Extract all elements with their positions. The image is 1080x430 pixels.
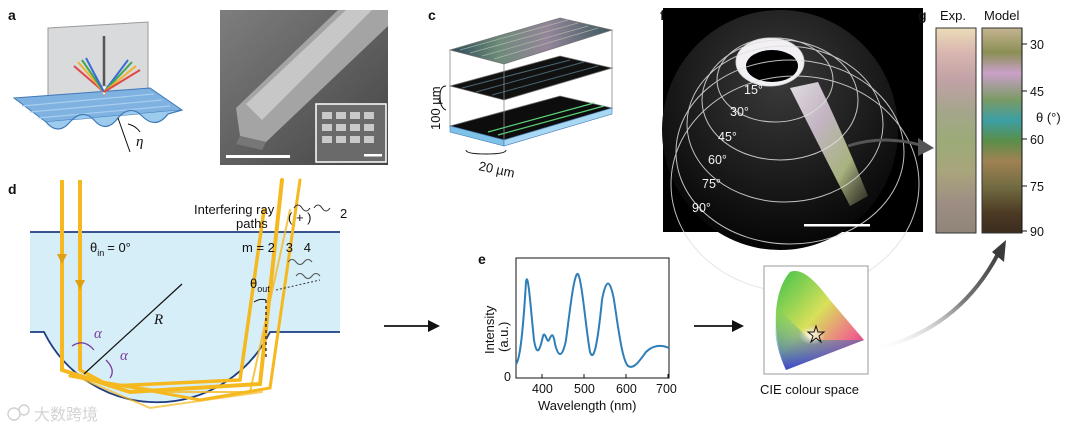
stack-layer-middle: [448, 55, 614, 101]
theta-out-label: θout: [250, 276, 270, 294]
panel-c: c 100 µm 20 µm: [428, 7, 614, 181]
g-axis-label: θ (°): [1036, 110, 1061, 125]
angle-90: 90°: [692, 201, 711, 215]
interfering-formula: ( + ): [288, 210, 311, 225]
angle-45: 45°: [718, 130, 737, 144]
panel-a-label: a: [8, 7, 16, 23]
interfering-exponent: 2: [340, 206, 347, 221]
e-xtick-700: 700: [656, 382, 677, 396]
width-label: 20 µm: [477, 158, 516, 180]
panel-c-label: c: [428, 7, 436, 23]
stack-layer-top: [448, 17, 614, 65]
e-ytick-0: 0: [504, 370, 511, 384]
watermark-text: 大数跨境: [34, 405, 98, 424]
col-model-label: Model: [984, 8, 1020, 23]
theta-in-label: θin = 0°: [90, 240, 131, 258]
watermark-logo-icon: [7, 407, 21, 421]
e-xtick-500: 500: [574, 382, 595, 396]
panel-a: a η: [8, 7, 184, 153]
cie-diagram: CIE colour space: [760, 265, 869, 397]
panel-f: f 15° 30° 45° 60° 75° 90°: [660, 7, 923, 293]
e-ylabel-units: (a.u.): [496, 322, 511, 352]
water-body: [30, 232, 340, 403]
scale-bar-f: [804, 224, 870, 227]
order-labels: m = 2 3 4: [242, 240, 311, 255]
panel-g-label: g: [918, 7, 927, 23]
arrow-cie-to-g: [871, 249, 1002, 352]
alpha-label-1: α: [94, 326, 103, 342]
reflected-rainbow-right: [103, 69, 141, 93]
cie-star-marker: [806, 324, 826, 344]
spectrum-plot-frame: [515, 257, 670, 379]
eta-symbol: η: [136, 134, 143, 150]
panel-e: e 400 500 600 700 0 Wavelength (nm) Inte…: [478, 251, 677, 413]
g-tick-60: 60: [1030, 133, 1044, 147]
angle-15: 15°: [744, 83, 763, 97]
watermark: 大数跨境: [7, 404, 98, 424]
g-tick-45: 45: [1030, 85, 1044, 99]
exp-colour-bar: [935, 27, 977, 234]
panel-g: g Exp. Model 30 45 60 75 90 θ (°): [918, 7, 1061, 239]
model-colour-bar: [981, 27, 1023, 234]
cylinder-lens: [236, 10, 388, 142]
scattered-colour-streak: [790, 82, 868, 206]
e-xlabel: Wavelength (nm): [538, 398, 637, 413]
angle-75: 75°: [702, 177, 721, 191]
spectrum-curve: [515, 272, 670, 368]
g-tick-90: 90: [1030, 225, 1044, 239]
reflected-rainbow-left: [85, 57, 105, 93]
height-label: 100 µm: [428, 86, 443, 130]
e-xtick-600: 600: [616, 382, 637, 396]
radius-line: [83, 283, 183, 375]
scale-bar-b: [226, 155, 290, 158]
panel-f-label: f: [660, 7, 665, 23]
col-exp-label: Exp.: [940, 8, 966, 23]
incident-rays: [60, 180, 82, 370]
panel-d: d R α α θin = 0° m = 2 3 4 In: [8, 178, 347, 410]
interfering-label-2: paths: [236, 216, 268, 231]
e-xtick-400: 400: [532, 382, 553, 396]
panel-e-label: e: [478, 251, 486, 267]
g-tick-75: 75: [1030, 180, 1044, 194]
radius-label: R: [153, 312, 163, 328]
angle-60: 60°: [708, 153, 727, 167]
interfering-label-1: Interfering ray: [194, 202, 275, 217]
arrow-f-to-g: [847, 138, 925, 148]
alpha-label-2: α: [120, 348, 129, 364]
cie-label: CIE colour space: [760, 382, 859, 397]
angle-30: 30°: [730, 105, 749, 119]
panel-d-label: d: [8, 181, 17, 197]
e-ylabel: Intensity: [482, 305, 497, 354]
surface-profile: [45, 109, 183, 130]
panel-b: b: [220, 7, 388, 165]
g-tick-30: 30: [1030, 38, 1044, 52]
